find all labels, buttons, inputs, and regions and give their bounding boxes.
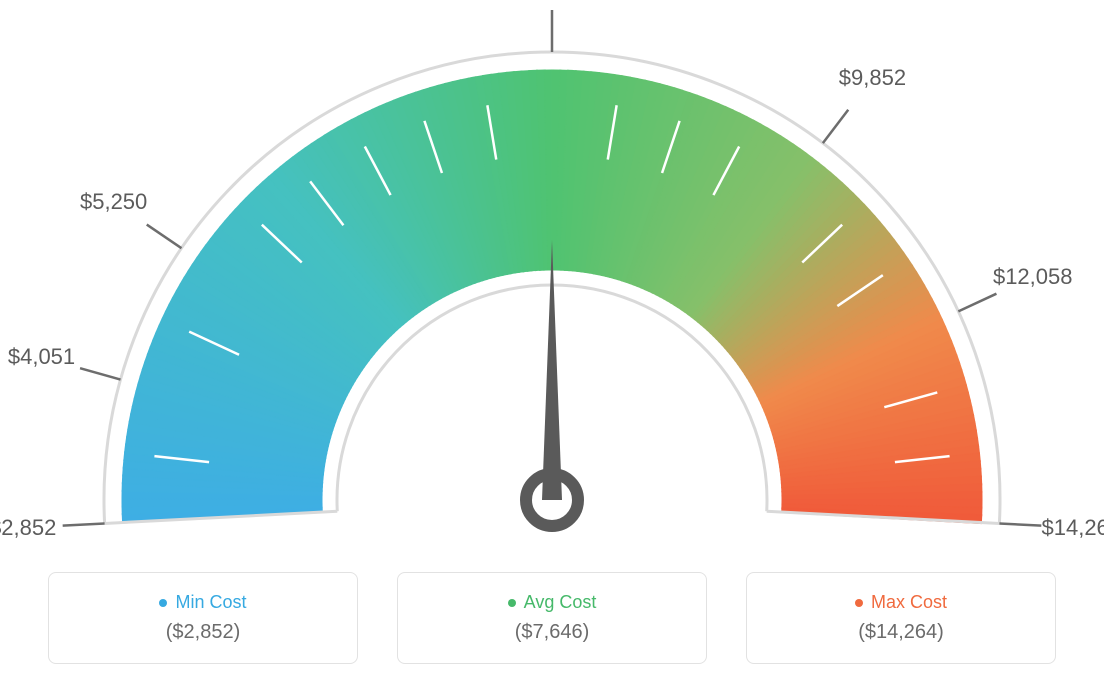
legend-card-min: Min Cost ($2,852) — [48, 572, 358, 664]
gauge-tick-label: $12,058 — [993, 264, 1073, 290]
legend-value-avg: ($7,646) — [515, 621, 590, 644]
gauge-tick-label: $9,852 — [839, 65, 906, 91]
legend-value-min: ($2,852) — [166, 621, 241, 644]
legend-title-row: Min Cost — [159, 592, 246, 613]
gauge-svg — [0, 0, 1104, 560]
gauge-tick-label: $2,852 — [0, 515, 56, 541]
legend-row: Min Cost ($2,852) Avg Cost ($7,646) Max … — [0, 572, 1104, 664]
gauge-chart: $2,852$4,051$5,250$7,646$9,852$12,058$14… — [0, 0, 1104, 560]
legend-title-avg: Avg Cost — [524, 592, 597, 613]
legend-dot-min — [159, 599, 167, 607]
gauge-tick-label: $14,264 — [1042, 515, 1104, 541]
legend-value-max: ($14,264) — [858, 621, 944, 644]
gauge-tick-label: $5,250 — [80, 189, 147, 215]
gauge-tick-label: $4,051 — [8, 344, 75, 370]
legend-card-avg: Avg Cost ($7,646) — [397, 572, 707, 664]
legend-title-max: Max Cost — [871, 592, 947, 613]
legend-card-max: Max Cost ($14,264) — [746, 572, 1056, 664]
legend-title-min: Min Cost — [175, 592, 246, 613]
legend-dot-max — [855, 599, 863, 607]
legend-title-row: Avg Cost — [508, 592, 597, 613]
legend-title-row: Max Cost — [855, 592, 947, 613]
legend-dot-avg — [508, 599, 516, 607]
